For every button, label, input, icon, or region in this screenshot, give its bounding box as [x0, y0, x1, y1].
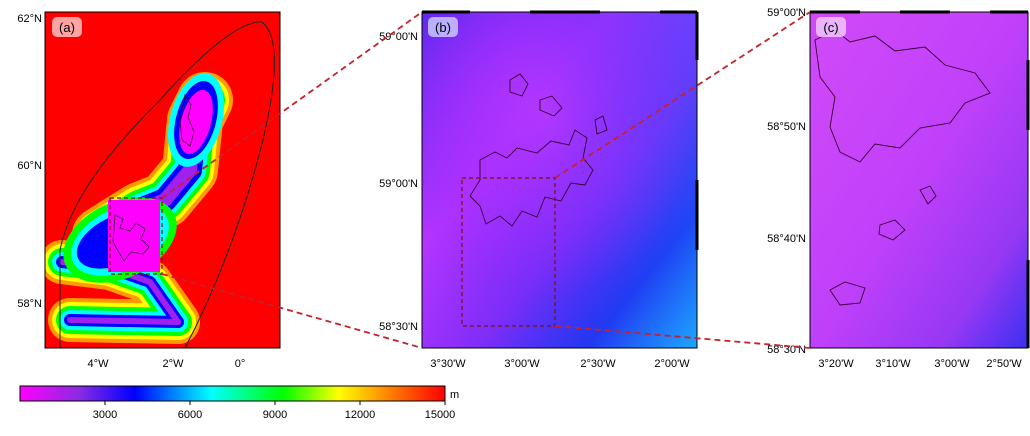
panel-c-background [810, 12, 1028, 348]
colorbar-gradient [19, 385, 446, 402]
colorbar-tick-label: 6000 [178, 409, 202, 421]
colorbar-tick-label: 3000 [93, 409, 117, 421]
panel-c-lon-label: 3°10'W [875, 358, 911, 370]
colorbar: m 3000 6000 9000 12000 15000 [19, 385, 459, 421]
colorbar-ticks [104, 401, 446, 405]
panel-c-label-box [816, 17, 846, 37]
panel-a-frame [44, 11, 281, 349]
panel-c-lat-label: 58°50'N [767, 121, 806, 133]
panel-c-lat-label: 58°40'N [767, 233, 806, 245]
panel-a-label: (a) [59, 20, 75, 35]
colorbar-tick-label: 9000 [263, 409, 287, 421]
coastline-c [814, 29, 991, 306]
panel-b: (b) 59°00'N 59°00'N 58°30'N 3°30'W 3°00'… [379, 10, 699, 370]
coastline-b [469, 73, 608, 227]
panel-c: (c) 59°00'N 58°50'N 58°40'N 58°30'N 3°20… [767, 7, 1030, 370]
island-cores [63, 73, 225, 283]
shetland-core [179, 89, 213, 155]
zoom-connectors [161, 11, 811, 349]
panel-a-lon-label: 2°W [163, 358, 185, 370]
panel-b-frame-ticks [422, 10, 699, 250]
panel-a-lat-label: 60°N [17, 160, 42, 172]
panel-a: (a) 62°N 60°N 58°N 4°W 2°W 0° [17, 11, 281, 370]
panel-b-lat-label: 58°30'N [379, 321, 418, 333]
panel-b-lat-label: 59°00'N [379, 31, 418, 43]
panel-c-label: (c) [823, 20, 838, 35]
panel-b-lat-label: 59°00'N [379, 178, 418, 190]
panel-c-lat-label: 59°00'N [767, 7, 806, 19]
orkney-core [108, 200, 160, 272]
panel-b-label: (b) [435, 20, 451, 35]
panel-b-label-box [428, 17, 458, 37]
panel-a-lon-label: 0° [235, 358, 246, 370]
panel-a-lat-label: 62°N [17, 13, 42, 25]
panel-a-label-box [52, 17, 82, 37]
colorbar-unit: m [450, 389, 459, 401]
colorbar-tick-label: 12000 [345, 409, 376, 421]
study-area-boundary [59, 21, 275, 348]
panel-b-lon-label: 3°30'W [430, 358, 466, 370]
panel-c-lon-label: 3°20'W [818, 358, 854, 370]
subset-box-b [109, 197, 163, 275]
panel-c-frame-ticks [810, 10, 1030, 348]
panel-b-lon-label: 2°00'W [654, 358, 690, 370]
colorbar-tick-label: 15000 [425, 409, 456, 421]
panel-a-lat-label: 58°N [17, 298, 42, 310]
panel-c-lon-label: 2°50'W [986, 358, 1022, 370]
panel-a-lon-label: 4°W [88, 358, 110, 370]
panel-b-lon-label: 2°30'W [580, 358, 616, 370]
panel-b-lon-label: 3°00'W [504, 358, 540, 370]
subset-box-c [461, 177, 556, 327]
coastline-a [112, 93, 195, 262]
panel-c-lon-label: 3°00'W [934, 358, 970, 370]
